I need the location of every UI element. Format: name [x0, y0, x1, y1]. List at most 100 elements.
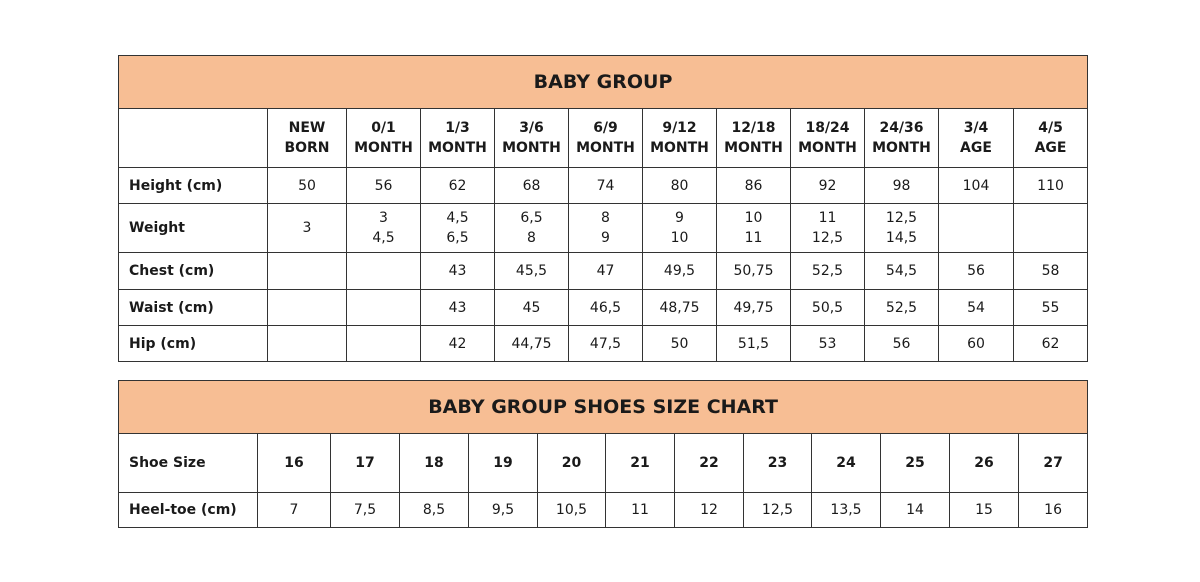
table-cell: [346, 325, 421, 362]
column-header-line: AGE: [960, 140, 992, 156]
column-header-line: 9/12: [662, 120, 697, 136]
shoe-size-cell: 17: [330, 433, 400, 493]
table-cell: 3 4,5: [346, 203, 421, 253]
cell-value: 54: [967, 299, 985, 316]
table-cell: [346, 289, 421, 326]
table-cell: 6,5 8: [494, 203, 569, 253]
table-cell: 52,5: [864, 289, 939, 326]
table-cell: 3: [267, 203, 347, 253]
table-row: Chest (cm) 43 45,5 47 49,5 50,75 52,5 54,5 56 58: [118, 252, 1089, 290]
shoe-size-cell: 22: [674, 433, 744, 493]
column-header-line: 3/6: [519, 120, 544, 136]
cell-value: 74: [596, 177, 615, 194]
table-cell: 50: [267, 167, 347, 204]
shoes-size-table: BABY GROUP SHOES SIZE CHART Shoe Size 16 1…: [117, 380, 1089, 528]
heel-toe-cell: 7,5: [330, 492, 400, 528]
column-header-line: MONTH: [872, 140, 931, 156]
size-table-title: BABY GROUP: [117, 55, 1089, 109]
table-cell: 4,5 6,5: [420, 203, 495, 253]
shoe-size-cell: 23: [743, 433, 812, 493]
heel-toe-cell: 7: [257, 492, 331, 528]
table-cell: 110: [1012, 167, 1089, 204]
column-header: 0/1 MONTH: [346, 108, 421, 168]
cell-value: 56: [374, 177, 393, 194]
column-header-line: MONTH: [798, 140, 857, 156]
cell-value: 110: [1037, 177, 1064, 194]
shoe-size-label: Shoe Size: [118, 433, 258, 493]
table-cell: 54,5: [864, 252, 939, 290]
cell-value: 44,75: [511, 335, 552, 352]
heel-toe-cell: 14: [880, 492, 950, 528]
cell-value: 48,75: [659, 299, 700, 316]
cell-value: 49,5: [663, 263, 696, 279]
table-cell: [267, 289, 347, 326]
table-cell: 58: [1012, 252, 1089, 290]
table-cell: 56: [346, 167, 421, 204]
column-header-line: MONTH: [724, 140, 783, 156]
cell-value: 42: [448, 335, 467, 352]
table-cell: 55: [1012, 289, 1089, 326]
cell-value: 56: [967, 263, 985, 279]
heel-toe-cell: 11: [605, 492, 675, 528]
cell-value: 52,5: [885, 299, 918, 316]
heel-toe-label: Heel-toe (cm): [118, 492, 258, 528]
table-cell: 47: [568, 252, 643, 290]
table-cell: 56: [864, 325, 939, 362]
heel-toe-cell: 9,5: [468, 492, 538, 528]
cell-value: 50: [298, 177, 316, 194]
table-row: Weight 3 3 4,5 4,5 6,5 6,5 8 8 9 9 10 10 11 11 12,5 12,5…: [118, 203, 1089, 253]
cell-value: 55: [1041, 299, 1060, 316]
table-cell: 47,5: [568, 325, 643, 362]
cell-value: 43: [448, 263, 467, 279]
row-label: Hip (cm): [118, 325, 268, 362]
cell-value: 50,75: [733, 263, 774, 279]
row-label: Chest (cm): [118, 252, 268, 290]
cell-value: 49,75: [733, 299, 774, 316]
table-cell: 50: [642, 325, 717, 362]
column-header: 3/4 AGE: [938, 108, 1014, 168]
column-header-line: 18/24: [805, 120, 850, 136]
table-cell: [267, 252, 347, 290]
column-header-line: 1/3: [445, 120, 470, 136]
cell-value: 45,5: [515, 263, 548, 279]
table-cell: [267, 325, 347, 362]
table-cell: 46,5: [568, 289, 643, 326]
cell-value: 51,5: [737, 335, 770, 352]
cell-value: 4,5: [372, 230, 395, 246]
column-header: NEW BORN: [267, 108, 347, 168]
table-cell: 80: [642, 167, 717, 204]
cell-value: 46,5: [589, 299, 622, 316]
column-header: 4/5 AGE: [1012, 108, 1089, 168]
cell-value: 62: [1041, 335, 1060, 352]
column-header: 3/6 MONTH: [494, 108, 569, 168]
cell-value: 12,5: [811, 230, 844, 246]
table-cell: 50,5: [790, 289, 865, 326]
cell-value: 3: [379, 210, 388, 226]
shoe-size-cell: 27: [1017, 433, 1089, 493]
cell-value: 12,5: [885, 210, 918, 226]
table-cell: 45,5: [494, 252, 569, 290]
table-cell: [1012, 203, 1089, 253]
row-label: Waist (cm): [118, 289, 268, 326]
cell-value: 92: [818, 177, 837, 194]
table-cell: 53: [790, 325, 865, 362]
heel-toe-cell: 13,5: [811, 492, 881, 528]
table-cell: [346, 252, 421, 290]
table-cell: 49,75: [716, 289, 791, 326]
cell-value: 98: [892, 177, 911, 194]
column-header-line: MONTH: [354, 140, 413, 156]
table-cell: 98: [864, 167, 939, 204]
shoe-size-cell: 16: [257, 433, 331, 493]
table-cell: 49,5: [642, 252, 717, 290]
cell-value: 52,5: [811, 263, 844, 279]
cell-value: 8: [527, 230, 536, 246]
column-header: 12/18 MONTH: [716, 108, 791, 168]
cell-value: 6,5: [520, 210, 543, 226]
cell-value: 47: [596, 263, 615, 279]
cell-value: 14,5: [885, 230, 918, 246]
cell-value: 50,5: [811, 299, 844, 316]
table-cell: 54: [938, 289, 1014, 326]
baby-size-table: BABY GROUP NEW BORN 0/1 MONTH 1/3 MONTH 3/6 MON…: [117, 55, 1089, 362]
heel-toe-cell: 10,5: [537, 492, 606, 528]
heel-toe-cell: 15: [949, 492, 1019, 528]
